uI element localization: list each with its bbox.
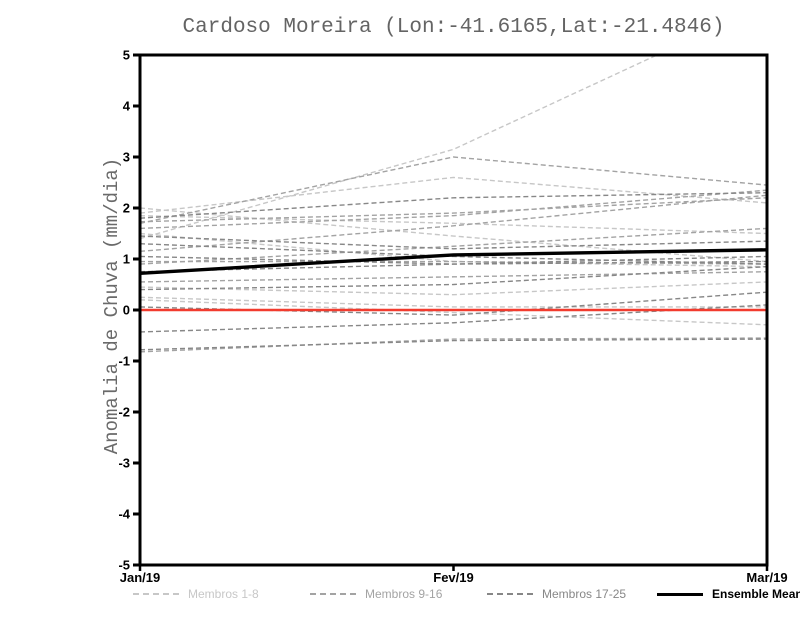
y-tick-label: 5 bbox=[123, 48, 130, 63]
y-tick-label: -1 bbox=[118, 354, 130, 369]
y-tick-label: 2 bbox=[123, 201, 130, 216]
mean-line bbox=[140, 248, 767, 275]
member-line-member-25 bbox=[140, 235, 767, 250]
member-line-member-14 bbox=[140, 260, 767, 265]
legend-line-sample-membros-17-25 bbox=[487, 593, 533, 595]
member-line-member-9 bbox=[140, 156, 767, 224]
legend-entry-membros-1-8: Membros 1-8 bbox=[133, 586, 259, 602]
member-line-member-21 bbox=[140, 291, 767, 316]
legend-line-sample-ensemble-mean bbox=[657, 592, 703, 596]
member-line-member-2 bbox=[140, 176, 767, 214]
legend-label: Ensemble Mean bbox=[712, 587, 800, 601]
member-line-member-24 bbox=[140, 255, 767, 273]
x-axis-ticks: Jan/19 Fev/19 Mar/19 bbox=[120, 565, 788, 585]
x-tick-label: Mar/19 bbox=[746, 570, 787, 585]
member-line-member-5 bbox=[140, 296, 767, 308]
member-line-member-11 bbox=[140, 189, 767, 230]
member-line-member-13 bbox=[140, 227, 767, 265]
ensemble-member-lines bbox=[140, 55, 767, 353]
member-line-member-12 bbox=[140, 194, 767, 253]
member-line-member-10 bbox=[140, 197, 767, 223]
member-line-member-6 bbox=[140, 299, 767, 326]
y-tick-label: -3 bbox=[118, 456, 130, 471]
y-tick-label: -4 bbox=[118, 507, 130, 522]
y-tick-label: -2 bbox=[118, 405, 130, 420]
member-line-member-15 bbox=[140, 271, 767, 283]
y-tick-label: 4 bbox=[123, 99, 131, 114]
ensemble-mean-line bbox=[140, 248, 767, 275]
y-tick-label: -5 bbox=[118, 558, 130, 573]
y-tick-label: 3 bbox=[123, 150, 130, 165]
legend-label: Membros 9-16 bbox=[365, 587, 443, 601]
y-axis-ticks: 5 4 3 2 1 0 -1 -2 -3 -4 -5 bbox=[118, 48, 140, 573]
legend-line-sample-membros-1-8 bbox=[133, 593, 179, 595]
legend-entry-ensemble-mean: Ensemble Mean bbox=[657, 586, 800, 602]
member-line-member-1 bbox=[140, 55, 659, 240]
y-tick-label: 0 bbox=[123, 303, 130, 318]
legend-entry-membros-9-16: Membros 9-16 bbox=[310, 586, 442, 602]
legend-label: Membros 1-8 bbox=[188, 587, 259, 601]
chart-legend: Membros 1-8 Membros 9-16 Membros 17-25 E… bbox=[0, 586, 800, 606]
member-line-member-16 bbox=[140, 337, 767, 353]
member-line-member-17 bbox=[140, 192, 767, 219]
member-line-member-8 bbox=[140, 281, 767, 296]
legend-label: Membros 17-25 bbox=[542, 587, 627, 601]
member-line-member-7 bbox=[140, 214, 767, 235]
legend-line-sample-membros-9-16 bbox=[310, 593, 356, 595]
x-tick-label: Fev/19 bbox=[433, 570, 473, 585]
chart-title: Cardoso Moreira (Lon:-41.6165,Lat:-21.48… bbox=[182, 16, 725, 39]
member-line-member-23 bbox=[140, 338, 767, 351]
legend-entry-membros-17-25: Membros 17-25 bbox=[487, 586, 626, 602]
x-tick-label: Jan/19 bbox=[120, 570, 160, 585]
y-tick-label: 1 bbox=[123, 252, 130, 267]
member-line-member-20 bbox=[140, 265, 767, 291]
